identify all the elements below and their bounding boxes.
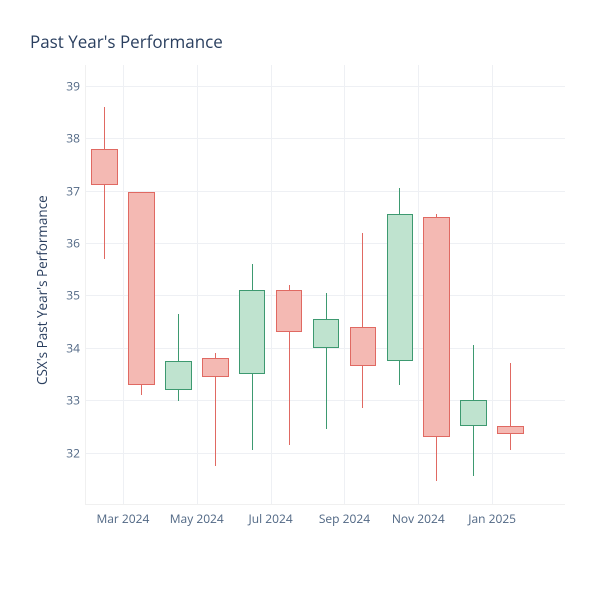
gridline-horizontal — [86, 191, 565, 192]
x-tick-label: Jul 2024 — [249, 504, 293, 527]
y-tick-label: 33 — [66, 392, 86, 409]
y-tick-label: 37 — [66, 182, 86, 199]
candle-body — [91, 149, 118, 186]
candle-body — [276, 290, 303, 332]
y-tick-label: 35 — [66, 287, 86, 304]
x-tick-label: Mar 2024 — [96, 504, 149, 527]
gridline-horizontal — [86, 453, 565, 454]
y-tick-label: 38 — [66, 130, 86, 147]
candle-body — [313, 319, 340, 348]
candle-body — [460, 400, 487, 426]
candle-wick — [362, 233, 363, 408]
y-tick-label: 34 — [66, 339, 86, 356]
candle-body — [387, 214, 414, 361]
gridline-horizontal — [86, 138, 565, 139]
y-axis-label: CSX's Past Year's Performance — [33, 195, 51, 385]
gridline-vertical — [271, 65, 272, 504]
x-tick-label: May 2024 — [170, 504, 224, 527]
gridline-horizontal — [86, 86, 565, 87]
y-tick-label: 39 — [66, 77, 86, 94]
y-tick-label: 32 — [66, 444, 86, 461]
plot-area: 3233343536373839Mar 2024May 2024Jul 2024… — [85, 65, 565, 505]
gridline-vertical — [492, 65, 493, 504]
gridline-vertical — [197, 65, 198, 504]
candle-body — [239, 290, 266, 374]
chart-title: Past Year's Performance — [30, 30, 223, 53]
candle-body — [202, 358, 229, 376]
candle-wick — [510, 363, 511, 450]
gridline-horizontal — [86, 243, 565, 244]
gridline-vertical — [418, 65, 419, 504]
candlestick-chart: Past Year's Performance CSX's Past Year'… — [0, 0, 600, 600]
x-tick-label: Jan 2025 — [468, 504, 516, 527]
candle-wick — [326, 293, 327, 429]
candle-body — [350, 327, 377, 366]
candle-body — [128, 192, 155, 385]
x-tick-label: Nov 2024 — [392, 504, 445, 527]
gridline-vertical — [344, 65, 345, 504]
candle-body — [165, 361, 192, 390]
gridline-vertical — [123, 65, 124, 504]
x-tick-label: Sep 2024 — [319, 504, 370, 527]
y-tick-label: 36 — [66, 235, 86, 252]
candle-body — [423, 217, 450, 437]
candle-body — [497, 426, 524, 434]
